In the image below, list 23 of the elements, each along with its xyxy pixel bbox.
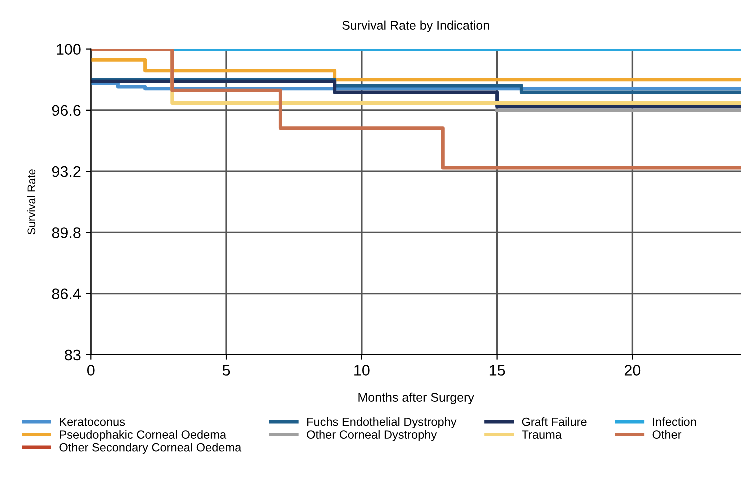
legend-label: Other Secondary Corneal Oedema (60, 443, 242, 454)
legend-label: Infection (653, 418, 696, 426)
y-tick-label: 93.2 (52, 166, 81, 178)
y-tick-label: 86.4 (52, 288, 81, 300)
y-axis-title: Survival Rate (27, 170, 36, 235)
x-axis-title: Months after Surgery (358, 392, 474, 404)
legend-label: Trauma (522, 430, 562, 439)
legend-label: Pseudophakic Corneal Oedema (60, 430, 227, 442)
legend-label: Other Corneal Dystrophy (307, 430, 438, 442)
legend-label: Graft Failure (522, 418, 587, 426)
chart-title: Survival Rate by Indication (342, 20, 490, 32)
legend-label: Keratoconus (60, 418, 126, 426)
x-tick-label: 10 (354, 365, 370, 376)
y-tick-label: 89.8 (52, 228, 81, 238)
legend-label: Fuchs Endothelial Dystrophy (308, 418, 457, 429)
y-tick-label: 83 (65, 350, 81, 361)
y-tick-label: 96.6 (52, 105, 81, 116)
x-tick-label: 0 (87, 365, 95, 376)
y-tick-label: 100 (57, 44, 81, 55)
x-tick-label: 5 (222, 365, 230, 376)
x-tick-label: 15 (490, 365, 506, 376)
legend-label: Other (652, 430, 682, 439)
x-tick-label: 20 (624, 365, 641, 376)
